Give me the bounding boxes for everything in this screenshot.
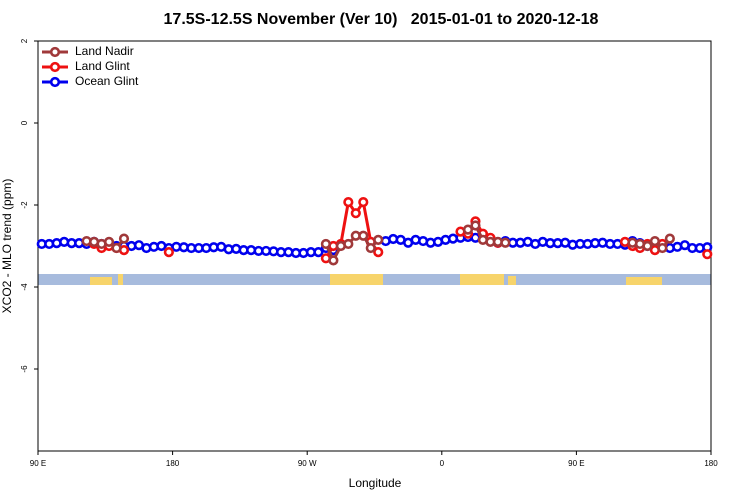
x-tick-label: 180 bbox=[166, 459, 180, 468]
data-point bbox=[642, 240, 653, 252]
x-axis-label: Longitude bbox=[349, 476, 402, 490]
data-point bbox=[343, 238, 354, 250]
data-point bbox=[500, 237, 511, 248]
legend-label: Land Nadir bbox=[75, 44, 134, 58]
data-point bbox=[365, 242, 376, 254]
data-point bbox=[358, 230, 369, 241]
data-point bbox=[358, 197, 369, 208]
land-area bbox=[90, 277, 112, 285]
data-point bbox=[702, 249, 713, 260]
data-point bbox=[462, 224, 474, 235]
x-tick-label: 90 W bbox=[298, 459, 317, 468]
data-point bbox=[657, 242, 668, 254]
y-tick-label: -4 bbox=[20, 283, 29, 291]
land-area bbox=[330, 274, 383, 285]
x-tick-label: 0 bbox=[440, 459, 445, 468]
x-tick-label: 90 E bbox=[30, 459, 46, 468]
legend-marker bbox=[49, 61, 61, 73]
data-point bbox=[103, 236, 115, 247]
data-point bbox=[343, 197, 354, 208]
x-tick-label: 90 E bbox=[568, 459, 584, 468]
land-area bbox=[626, 277, 662, 285]
data-point bbox=[649, 235, 661, 247]
data-point bbox=[320, 238, 331, 250]
data-point bbox=[470, 220, 481, 231]
data-point bbox=[373, 234, 384, 245]
data-point bbox=[328, 255, 339, 266]
data-point bbox=[373, 247, 384, 258]
legend-marker bbox=[49, 46, 61, 58]
legend-marker bbox=[49, 76, 61, 88]
data-point bbox=[163, 247, 174, 258]
data-point bbox=[111, 242, 122, 254]
y-tick-label: 0 bbox=[20, 120, 29, 125]
x-tick-label: 180 bbox=[704, 459, 718, 468]
data-point bbox=[118, 233, 130, 244]
land-area bbox=[508, 276, 516, 285]
land-area bbox=[118, 274, 123, 285]
data-point bbox=[313, 247, 324, 258]
chart-title: 17.5S-12.5S November (Ver 10) 2015-01-01… bbox=[164, 11, 599, 28]
land-area bbox=[460, 274, 504, 285]
data-point bbox=[350, 208, 361, 219]
data-point bbox=[664, 233, 675, 244]
y-tick-label: -6 bbox=[20, 365, 29, 373]
land-strip bbox=[38, 274, 711, 285]
y-tick-label: 2 bbox=[20, 38, 29, 43]
y-tick-label: -2 bbox=[20, 201, 29, 209]
legend-label: Ocean Glint bbox=[75, 74, 139, 88]
y-axis-label: XCO2 - MLO trend (ppm) bbox=[0, 179, 14, 314]
legend-label: Land Glint bbox=[75, 59, 130, 73]
